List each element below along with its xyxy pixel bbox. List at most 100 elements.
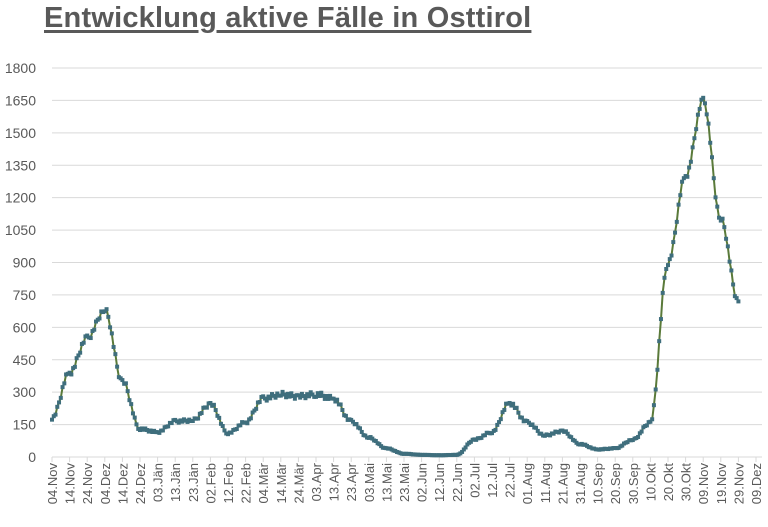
data-point-marker bbox=[185, 419, 190, 424]
data-point-marker bbox=[326, 396, 331, 401]
data-point-marker bbox=[306, 394, 311, 399]
data-point-marker bbox=[53, 412, 58, 417]
data-point-marker bbox=[479, 435, 484, 440]
data-point-marker bbox=[639, 429, 644, 434]
data-point-marker bbox=[572, 438, 577, 443]
y-tick-label: 450 bbox=[13, 352, 37, 368]
data-point-marker bbox=[662, 275, 667, 280]
data-point-marker bbox=[280, 389, 285, 394]
data-point-marker bbox=[502, 407, 507, 412]
data-point-marker bbox=[653, 387, 658, 392]
data-point-marker bbox=[377, 442, 382, 447]
x-tick-label: 10.Okt bbox=[643, 463, 658, 502]
data-point-marker bbox=[722, 225, 727, 230]
data-point-marker bbox=[678, 193, 683, 198]
data-point-marker bbox=[708, 140, 713, 145]
x-tick-label: 10.Sep bbox=[591, 463, 606, 504]
x-tick-label: 09.Dez bbox=[749, 463, 764, 504]
data-point-marker bbox=[308, 390, 313, 395]
data-point-marker bbox=[563, 429, 568, 434]
data-point-marker bbox=[305, 392, 310, 397]
data-point-marker bbox=[727, 259, 732, 264]
x-tick-label: 04.Nov bbox=[45, 463, 60, 505]
data-point-marker bbox=[704, 112, 709, 117]
x-tick-label: 22.Jun bbox=[450, 463, 465, 502]
data-point-marker bbox=[218, 421, 223, 426]
data-point-marker bbox=[673, 230, 678, 235]
chart-title: Entwicklung aktive Fälle in Osttirol bbox=[44, 2, 532, 34]
data-point-marker bbox=[125, 389, 130, 394]
data-point-marker bbox=[535, 428, 540, 433]
data-point-marker bbox=[468, 439, 473, 444]
data-point-marker bbox=[729, 268, 734, 273]
x-tick-label: 23.Apr bbox=[344, 462, 359, 501]
data-point-marker bbox=[245, 421, 250, 426]
data-point-marker bbox=[108, 325, 113, 330]
data-point-marker bbox=[120, 378, 125, 383]
data-point-marker bbox=[511, 401, 516, 406]
data-point-marker bbox=[169, 421, 174, 426]
x-tick-label: 02.Feb bbox=[203, 463, 218, 503]
data-point-marker bbox=[495, 422, 500, 427]
x-tick-label: 31.Aug bbox=[573, 463, 588, 504]
data-point-marker bbox=[284, 395, 289, 400]
data-point-marker bbox=[720, 216, 725, 221]
x-tick-label: 03.Jän bbox=[151, 463, 166, 502]
y-tick-label: 1800 bbox=[5, 60, 36, 76]
x-tick-label: 14.Mär bbox=[274, 462, 289, 503]
data-point-marker bbox=[715, 204, 720, 209]
data-point-marker bbox=[55, 404, 60, 409]
data-point-marker bbox=[278, 393, 283, 398]
data-point-marker bbox=[199, 411, 204, 416]
data-point-marker bbox=[736, 299, 741, 304]
data-point-marker bbox=[88, 336, 93, 341]
data-point-marker bbox=[291, 394, 296, 399]
data-point-marker bbox=[328, 393, 333, 398]
data-point-marker bbox=[711, 176, 716, 181]
data-point-marker bbox=[113, 352, 118, 357]
x-tick-label: 22.Jul bbox=[503, 463, 518, 498]
data-point-marker bbox=[106, 314, 111, 319]
x-tick-label: 04.Dez bbox=[98, 463, 113, 504]
x-axis: 04.Nov 14.Nov 24.Nov 04.Dez 14.Dez 24.Dez 03.J… bbox=[45, 456, 764, 505]
x-tick-label: 24.Mär bbox=[291, 462, 306, 503]
data-point-marker bbox=[490, 431, 494, 436]
gridlines bbox=[52, 67, 762, 426]
data-point-marker bbox=[685, 174, 690, 179]
data-point-marker bbox=[287, 394, 292, 399]
data-point-marker bbox=[620, 443, 625, 448]
x-tick-label: 24.Nov bbox=[80, 463, 95, 505]
data-point-marker bbox=[160, 428, 165, 433]
data-point-marker bbox=[57, 400, 62, 405]
data-point-marker bbox=[331, 396, 336, 401]
data-point-marker bbox=[322, 396, 327, 401]
data-point-marker bbox=[697, 106, 702, 111]
data-point-marker bbox=[261, 394, 266, 399]
y-tick-label: 1200 bbox=[5, 190, 36, 206]
data-point-marker bbox=[204, 405, 209, 410]
data-point-marker bbox=[516, 410, 521, 415]
y-axis-labels: 0 150 300 450 600 750 900 1050 1200 1350 1500 1650 1… bbox=[5, 60, 36, 465]
data-point-marker bbox=[273, 395, 278, 400]
x-tick-label: 30.Sep bbox=[626, 463, 641, 504]
data-point-marker bbox=[268, 396, 273, 401]
data-point-marker bbox=[500, 410, 505, 415]
data-point-marker bbox=[257, 400, 262, 405]
data-point-marker bbox=[123, 381, 128, 386]
data-point-marker bbox=[657, 339, 662, 344]
data-point-marker bbox=[671, 240, 676, 245]
data-point-marker bbox=[534, 425, 538, 430]
x-tick-label: 13.Mai bbox=[379, 463, 394, 502]
x-tick-label: 22.Feb bbox=[239, 463, 254, 503]
x-tick-label: 01.Aug bbox=[520, 463, 535, 504]
y-tick-label: 1500 bbox=[5, 125, 36, 141]
data-point-marker bbox=[127, 398, 132, 403]
y-tick-label: 150 bbox=[13, 417, 37, 433]
x-tick-label: 04.Mär bbox=[256, 462, 271, 503]
data-point-marker bbox=[213, 408, 218, 413]
data-point-marker bbox=[132, 415, 137, 420]
data-point-marker bbox=[688, 159, 693, 164]
x-tick-label: 23.Mai bbox=[397, 463, 412, 502]
data-point-marker bbox=[262, 396, 267, 401]
